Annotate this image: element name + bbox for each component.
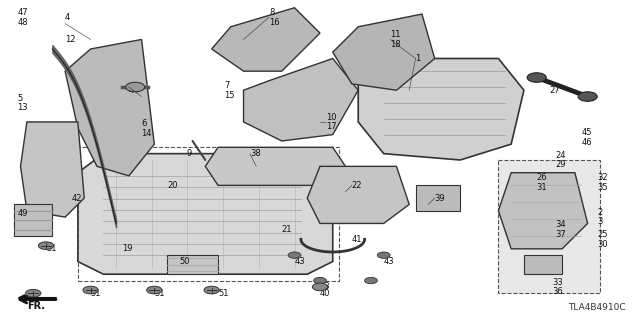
Text: 38: 38 [250,149,260,158]
Text: 9: 9 [186,149,191,158]
Polygon shape [524,255,562,274]
Polygon shape [78,154,333,274]
Text: 47
48: 47 48 [17,8,28,27]
Text: 40: 40 [320,289,330,298]
Circle shape [147,286,162,294]
Circle shape [26,289,41,297]
Polygon shape [499,173,588,249]
Bar [78,147,339,281]
Polygon shape [358,59,524,160]
Text: 20: 20 [167,181,177,190]
Text: 39: 39 [435,194,445,203]
Polygon shape [20,122,84,217]
Text: FR.: FR. [28,301,45,311]
Polygon shape [65,39,154,176]
Text: 51: 51 [46,244,56,253]
Polygon shape [415,185,460,211]
Polygon shape [205,147,346,185]
Text: 49: 49 [17,209,28,219]
Text: 43: 43 [294,257,305,266]
Text: 10
17: 10 17 [326,113,337,131]
Text: 33
36: 33 36 [552,277,563,296]
Circle shape [365,277,378,284]
Text: 19: 19 [122,244,133,253]
Text: 45
46: 45 46 [581,128,592,147]
Text: 43: 43 [384,257,394,266]
Text: 50: 50 [180,257,190,266]
Text: 44: 44 [129,86,140,95]
Text: 11
18: 11 18 [390,30,401,49]
Circle shape [527,73,546,82]
Text: 22: 22 [352,181,362,190]
Text: 41: 41 [352,235,362,244]
Circle shape [83,286,99,294]
Text: 2
3: 2 3 [597,208,603,227]
Circle shape [314,277,326,284]
Text: 51: 51 [91,289,101,298]
Circle shape [312,283,328,291]
Text: 12: 12 [65,35,76,44]
Circle shape [125,82,145,92]
Text: TLA4B4910C: TLA4B4910C [568,303,626,312]
Text: 42: 42 [72,194,82,203]
Circle shape [204,286,220,294]
Polygon shape [212,8,320,71]
Circle shape [288,252,301,258]
Polygon shape [14,204,52,236]
Polygon shape [333,14,435,90]
Text: 43: 43 [320,282,331,292]
Polygon shape [244,59,358,141]
Polygon shape [499,160,600,293]
Text: 1: 1 [415,54,421,63]
Text: 8
16: 8 16 [269,8,280,27]
Text: 32
35: 32 35 [597,173,608,192]
Text: 34
37: 34 37 [556,220,566,239]
Polygon shape [167,255,218,274]
Text: 5
13: 5 13 [17,93,28,112]
Circle shape [378,252,390,258]
Text: 7
15: 7 15 [225,81,235,100]
Circle shape [578,92,597,101]
Text: 51: 51 [154,289,165,298]
Text: 25
30: 25 30 [597,230,608,249]
Polygon shape [307,166,409,223]
Text: 51: 51 [218,289,228,298]
Text: 21: 21 [282,225,292,234]
Text: 24
29: 24 29 [556,151,566,169]
Text: 6
14: 6 14 [141,119,152,138]
Text: 27: 27 [549,86,560,95]
Circle shape [38,242,54,250]
Text: 4: 4 [65,13,70,22]
Text: 26
31: 26 31 [537,173,547,192]
